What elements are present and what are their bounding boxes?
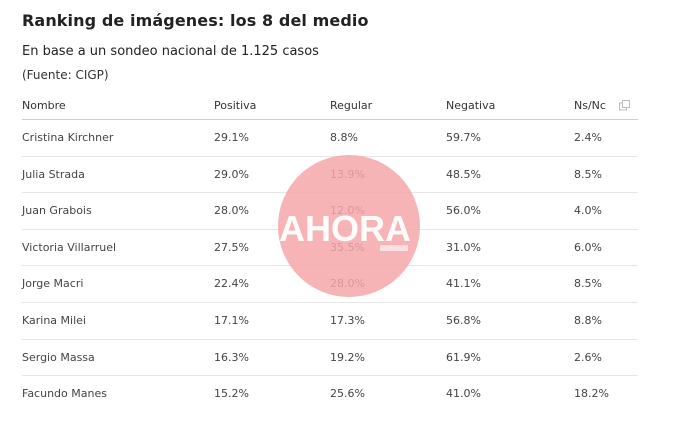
cell-regular: 25.6% (330, 387, 365, 401)
cell-nombre: Facundo Manes (22, 387, 107, 401)
cell-negativa: 41.1% (446, 277, 481, 291)
copy-icon[interactable] (619, 100, 630, 111)
ahora-watermark-logo: AHORA (278, 155, 420, 297)
cell-positiva: 15.2% (214, 387, 249, 401)
svg-text:AHORA: AHORA (279, 208, 411, 249)
cell-nombre: Jorge Macri (22, 277, 84, 291)
cell-nsnc: 18.2% (574, 387, 609, 401)
table-row: Facundo Manes 15.2% 25.6% 41.0% 18.2% (22, 376, 638, 412)
cell-positiva: 16.3% (214, 350, 249, 364)
cell-positiva: 29.1% (214, 131, 249, 144)
table-header: Nombre Positiva Regular Negativa Ns/Nc (22, 92, 638, 120)
table-body: Cristina Kirchner 29.1% 8.8% 59.7% 2.4% Julia… (22, 120, 638, 412)
cell-negativa: 56.0% (446, 204, 481, 218)
cell-negativa: 61.9% (446, 350, 481, 364)
cell-nombre: Julia Strada (22, 167, 85, 181)
cell-regular: 19.2% (330, 350, 365, 364)
cell-negativa: 41.0% (446, 387, 481, 401)
header-nsnc: Ns/Nc (574, 99, 606, 112)
header-positiva: Positiva (214, 99, 257, 112)
cell-regular: 8.8% (330, 131, 358, 144)
cell-positiva: 29.0% (214, 167, 249, 181)
cell-nombre: Cristina Kirchner (22, 131, 114, 144)
cell-nsnc: 8.5% (574, 167, 602, 181)
table-row: Cristina Kirchner 29.1% 8.8% 59.7% 2.4% (22, 120, 638, 157)
header-nombre: Nombre (22, 99, 66, 112)
cell-nsnc: 6.0% (574, 240, 602, 254)
ranking-table: Nombre Positiva Regular Negativa Ns/Nc C… (22, 92, 638, 412)
cell-negativa: 59.7% (446, 131, 481, 144)
cell-positiva: 28.0% (214, 204, 249, 218)
cell-negativa: 56.8% (446, 313, 481, 327)
cell-nombre: Karina Milei (22, 313, 86, 327)
cell-nsnc: 4.0% (574, 204, 602, 218)
cell-negativa: 31.0% (446, 240, 481, 254)
cell-positiva: 22.4% (214, 277, 249, 291)
table-row: Sergio Massa 16.3% 19.2% 61.9% 2.6% (22, 340, 638, 377)
cell-nombre: Victoria Villarruel (22, 240, 117, 254)
header-negativa: Negativa (446, 99, 496, 112)
cell-nsnc: 8.8% (574, 313, 602, 327)
cell-nombre: Sergio Massa (22, 350, 95, 364)
cell-positiva: 27.5% (214, 240, 249, 254)
cell-nombre: Juan Grabois (22, 204, 92, 218)
chart-source: (Fuente: CIGP) (22, 68, 109, 82)
chart-subtitle: En base a un sondeo nacional de 1.125 ca… (22, 44, 319, 59)
cell-nsnc: 2.6% (574, 350, 602, 364)
table-row: Karina Milei 17.1% 17.3% 56.8% 8.8% (22, 303, 638, 340)
cell-regular: 17.3% (330, 313, 365, 327)
cell-nsnc: 8.5% (574, 277, 602, 291)
cell-nsnc: 2.4% (574, 131, 602, 144)
cell-negativa: 48.5% (446, 167, 481, 181)
header-regular: Regular (330, 99, 373, 112)
cell-positiva: 17.1% (214, 313, 249, 327)
chart-title: Ranking de imágenes: los 8 del medio (22, 11, 369, 30)
